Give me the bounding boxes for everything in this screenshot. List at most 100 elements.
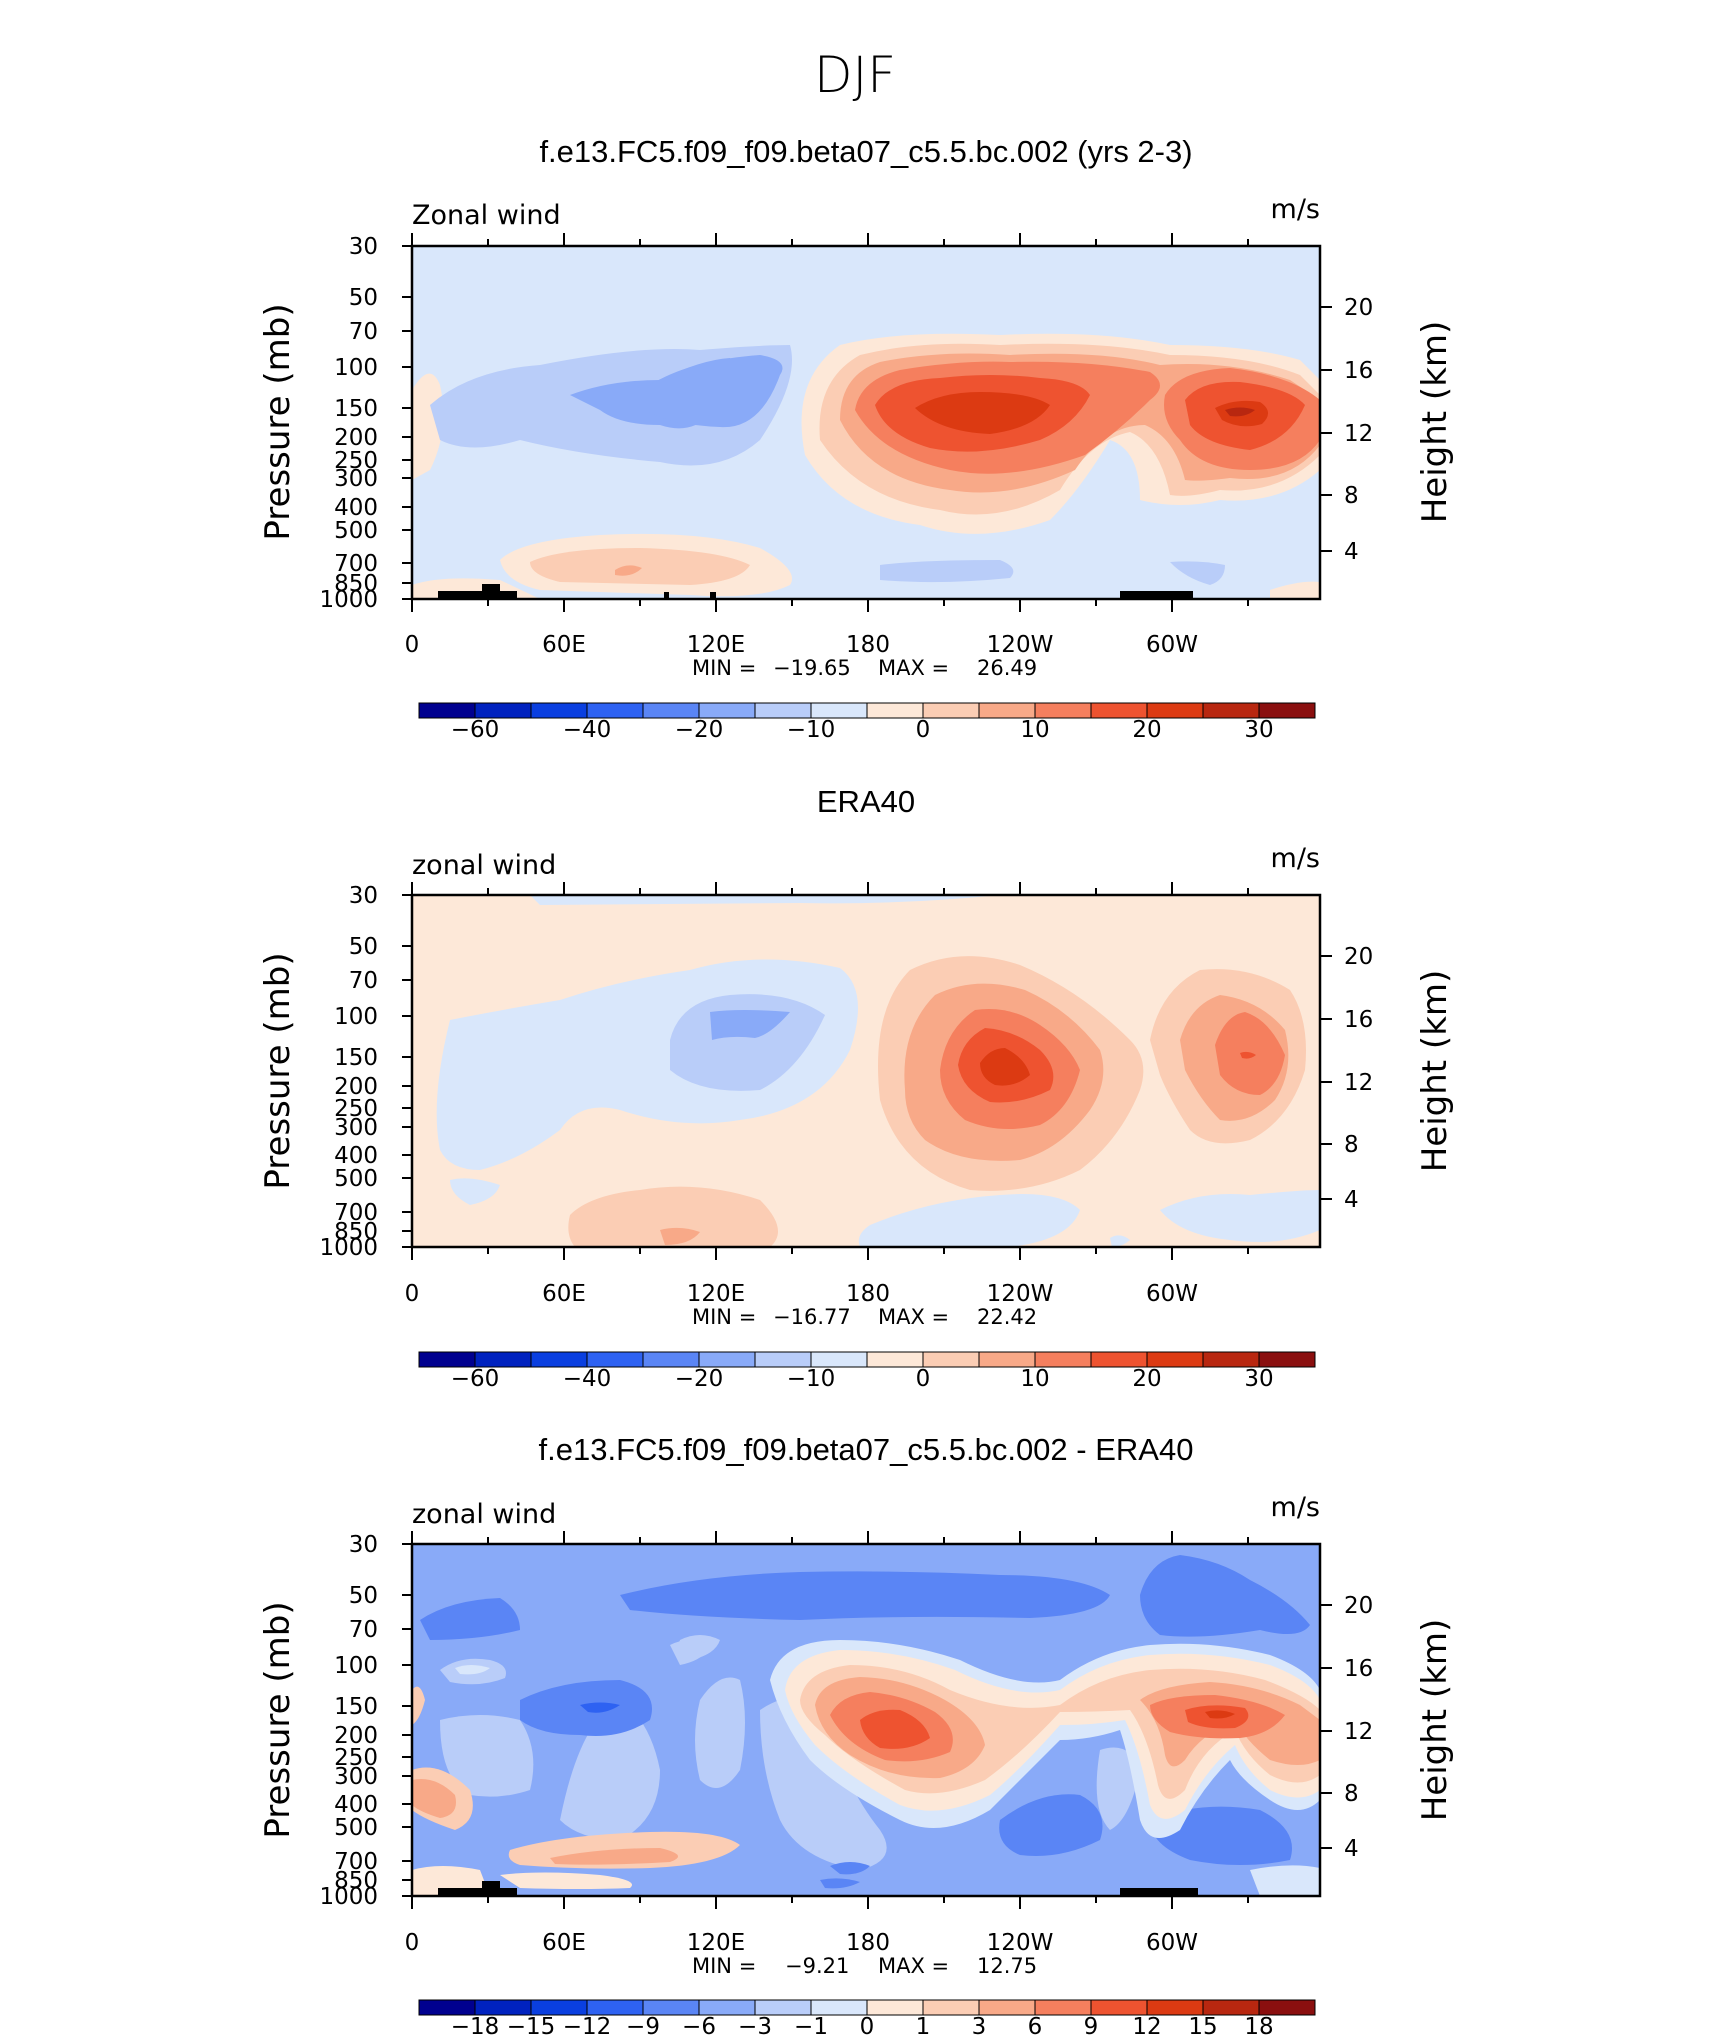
panel-2-ytick-12: 1000	[319, 1235, 378, 1261]
panel-3-xtick-2: 120E	[687, 1930, 745, 1956]
panel-2-ytick-8: 400	[334, 1143, 378, 1169]
panel-3-xtick-4: 120W	[987, 1930, 1054, 1956]
panel-1-colorbar-swatch-2	[530, 702, 588, 719]
panel-1-xtick-0: 0	[405, 632, 420, 658]
panel-1-ytick-6: 250	[334, 448, 378, 474]
panel-3-colorbar-swatch-2	[530, 1999, 588, 2016]
panel-2-cbar-label-5: 10	[1020, 1366, 1049, 1392]
panel-2-colorbar-swatch-15	[1258, 1351, 1316, 1368]
panel-2-axes	[402, 882, 1332, 1260]
panel-3-yrtick-0: 20	[1344, 1593, 1373, 1619]
panel-1-colorbar-swatch-13	[1146, 702, 1204, 719]
panel-2-yrtick-2: 12	[1344, 1070, 1373, 1096]
panel-3-cbar-label-13: 15	[1188, 2014, 1217, 2038]
panel-2-ytick-0: 30	[349, 883, 378, 909]
panel-3-stats: MIN = −9.21 MAX = 12.75	[692, 1954, 1037, 1978]
panel-1-cbar-label-5: 10	[1020, 717, 1049, 743]
panel-1-yrtick-3: 8	[1344, 483, 1359, 509]
panel-3-colorbar-swatch-12	[1090, 1999, 1148, 2016]
panel-2-colorbar-swatch-12	[1090, 1351, 1148, 1368]
panel-3-cbar-label-6: −1	[794, 2014, 828, 2038]
panel-2: ERA40 zonal wind m/s	[258, 784, 1455, 1392]
panel-3-xtick-3: 180	[846, 1930, 890, 1956]
panel-1-cbar-label-2: −20	[675, 717, 724, 743]
panel-3-ytick-11: 850	[334, 1868, 378, 1894]
panel-1-xtick-2: 120E	[687, 632, 745, 658]
panel-1-colorbar-labels: −60 −40 −20 −10 0 10 20 30	[451, 717, 1274, 743]
panel-3-colorbar-swatch-13	[1146, 1999, 1204, 2016]
panel-3-colorbar-swatch-8	[866, 1999, 924, 2016]
panel-3-colorbar-swatch-4	[642, 1999, 700, 2016]
panel-1-yrtick-2: 12	[1344, 421, 1373, 447]
panel-1-min-value: −19.65	[773, 656, 851, 680]
panel-1-xtick-3: 180	[846, 632, 890, 658]
panel-1-xtick-4: 120W	[987, 632, 1054, 658]
panel-1-min-label: MIN =	[692, 656, 756, 680]
panel-1-max-label: MAX =	[878, 656, 949, 680]
panel-1-cbar-label-3: −10	[787, 717, 836, 743]
panel-1-cbar-label-1: −40	[563, 717, 612, 743]
panel-1-max-value: 26.49	[977, 656, 1037, 680]
panel-1-colorbar-swatch-1	[474, 702, 532, 719]
panel-2-yrtick-4: 4	[1344, 1187, 1359, 1213]
panel-2-plot-area	[412, 895, 1320, 1247]
panel-2-cbar-label-7: 30	[1244, 1366, 1273, 1392]
panel-3-cbar-label-12: 12	[1132, 2014, 1161, 2038]
panel-3-cbar-label-10: 6	[1028, 2014, 1043, 2038]
panel-2-ytick-2: 70	[349, 968, 378, 994]
panel-3-yrtick-1: 16	[1344, 1656, 1373, 1682]
panel-3-plot-area	[412, 1544, 1320, 1896]
panel-3-cbar-label-5: −3	[738, 2014, 772, 2038]
panel-2-ytick-10: 700	[334, 1200, 378, 1226]
panel-3-yrtick-2: 12	[1344, 1719, 1373, 1745]
panel-3-colorbar-swatch-3	[586, 1999, 644, 2016]
panel-1-colorbar	[418, 702, 1316, 719]
panel-3-cbar-label-4: −6	[682, 2014, 716, 2038]
panel-1-ytick-2: 70	[349, 319, 378, 345]
panel-3-right-string: m/s	[1271, 1492, 1320, 1523]
panel-3-colorbar-swatch-6	[754, 1999, 812, 2016]
panel-3-x-tick-labels: 0 60E 120E 180 120W 60W	[405, 1930, 1198, 1956]
panel-1-colorbar-swatch-15	[1258, 702, 1316, 719]
panel-2-max-value: 22.42	[977, 1305, 1037, 1329]
panel-3-colorbar-swatch-9	[922, 1999, 980, 2016]
panel-2-xtick-4: 120W	[987, 1281, 1054, 1307]
panel-1-xtick-1: 60E	[542, 632, 586, 658]
panel-3-ytick-7: 300	[334, 1764, 378, 1790]
panel-1-colorbar-swatch-7	[810, 702, 868, 719]
panel-2-ytick-11: 850	[334, 1219, 378, 1245]
panel-3-colorbar-swatch-14	[1202, 1999, 1260, 2016]
panel-3-xtick-0: 0	[405, 1930, 420, 1956]
panel-2-title: ERA40	[817, 784, 915, 819]
panel-1-cbar-label-6: 20	[1132, 717, 1161, 743]
panel-1-ytick-9: 500	[334, 518, 378, 544]
panel-2-max-label: MAX =	[878, 1305, 949, 1329]
panel-1-cbar-label-7: 30	[1244, 717, 1273, 743]
panel-3-yrtick-3: 8	[1344, 1781, 1359, 1807]
panel-2-xtick-1: 60E	[542, 1281, 586, 1307]
panel-2-xtick-5: 60W	[1146, 1281, 1198, 1307]
panel-1: f.e13.FC5.f09_f09.beta07_c5.5.bc.002 (yr…	[258, 134, 1455, 743]
panel-2-min-label: MIN =	[692, 1305, 756, 1329]
panel-2-frame	[410, 893, 1322, 1249]
panel-3-ytick-8: 400	[334, 1792, 378, 1818]
panel-1-colorbar-swatch-14	[1202, 702, 1260, 719]
panel-3-min-value: −9.21	[785, 1954, 849, 1978]
panel-1-ylabel-right: Height (km)	[1415, 321, 1455, 524]
panel-1-left-string: Zonal wind	[412, 200, 561, 231]
panel-3-cbar-label-2: −12	[563, 2014, 612, 2038]
panel-3-cbar-label-3: −9	[626, 2014, 660, 2038]
panel-1-colorbar-swatch-6	[754, 702, 812, 719]
panel-2-y-tick-labels: 30 50 70 100 150 200 250 300 400 500 700…	[319, 883, 378, 1261]
panel-1-cbar-label-4: 0	[916, 717, 931, 743]
panel-3-left-string: zonal wind	[412, 1499, 556, 1530]
panel-2-colorbar-swatch-11	[1034, 1351, 1092, 1368]
panel-1-plot-area	[412, 246, 1320, 599]
panel-1-xtick-5: 60W	[1146, 632, 1198, 658]
panel-2-ytick-5: 200	[334, 1074, 378, 1100]
panel-1-ytick-3: 100	[334, 355, 378, 381]
panel-3-colorbar-swatch-10	[978, 1999, 1036, 2016]
panel-2-ylabel-right: Height (km)	[1415, 970, 1455, 1173]
panel-2-colorbar-labels: −60 −40 −20 −10 0 10 20 30	[451, 1366, 1274, 1392]
panel-1-x-tick-labels: 0 60E 120E 180 120W 60W	[405, 632, 1198, 658]
